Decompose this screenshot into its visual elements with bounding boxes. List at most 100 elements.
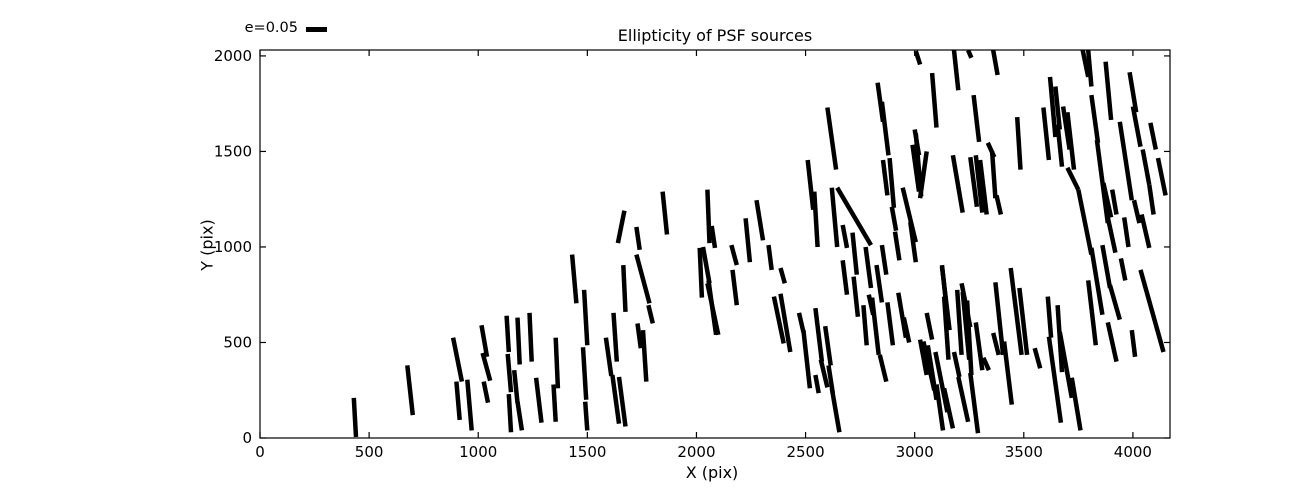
ellipticity-stick (1076, 189, 1094, 256)
ellipticity-stick (951, 351, 962, 378)
ellipticity-stick (925, 344, 939, 401)
ellipticity-stick (640, 329, 649, 382)
ellipticity-stick (966, 50, 974, 59)
ellipticity-stick (553, 337, 561, 389)
ellipticity-stick (533, 377, 544, 423)
ellipticity-stick (705, 282, 721, 336)
ellipticity-stick (818, 359, 830, 388)
ellipticity-stick (729, 244, 739, 266)
ellipticity-stick (917, 151, 929, 199)
ellipticity-stick (580, 347, 589, 400)
ellipticity-stick (954, 289, 964, 356)
ellipticity-stick (569, 254, 579, 304)
ellipticity-stick (635, 323, 644, 349)
ellipticity-stick (1140, 149, 1152, 186)
ellipticity-stick (1001, 341, 1015, 405)
ellipticity-stick (989, 151, 998, 199)
ellipticity-stick (634, 254, 652, 304)
ellipticity-stick (835, 186, 873, 247)
y-tick-label: 1500 (214, 142, 252, 160)
ellipticity-stick (515, 401, 525, 431)
ellipticity-stick (993, 282, 1006, 356)
ellipticity-stick (917, 339, 929, 376)
ellipticity-stick (778, 293, 793, 353)
ellipticity-stick (515, 317, 522, 365)
ellipticity-stick (874, 264, 885, 303)
ellipticity-stick (892, 231, 902, 261)
ellipticity-stick (880, 159, 890, 196)
ellipticity-stick (981, 356, 991, 372)
ellipticity-stick (973, 155, 985, 213)
ellipticity-stick (611, 312, 620, 362)
y-tick-label: 0 (242, 429, 252, 447)
ellipticity-stick (934, 384, 946, 431)
ellipticity-stick (480, 352, 493, 382)
ellipticity-stick (1080, 50, 1091, 78)
ellipticity-stick (1047, 76, 1058, 138)
ellipticity-stick (1060, 106, 1072, 150)
ellipticity-stick (796, 312, 806, 333)
ellipticity-stick (771, 296, 786, 344)
ellipticity-stick (1105, 321, 1119, 363)
ellipticity-stick (971, 94, 982, 143)
ellipticity-stick (990, 50, 1000, 76)
ellipticity-stick (1041, 107, 1052, 161)
ellipticity-stick (646, 304, 655, 324)
ellipticity-stick (991, 332, 1001, 356)
ellipticity-stick (465, 379, 474, 431)
ellipticity-stick (801, 329, 813, 389)
ellipticity-stick (1105, 216, 1118, 254)
chart-title: Ellipticity of PSF sources (617, 26, 813, 45)
x-tick-label: 3500 (1005, 443, 1043, 461)
ellipticity-stick (1085, 50, 1094, 87)
x-tick-label: 2500 (786, 443, 824, 461)
ellipticity-stick (1155, 157, 1168, 196)
ellipticity-stick (1032, 347, 1043, 369)
ellipticity-stick (964, 300, 974, 376)
ellipticity-stick (581, 289, 590, 346)
ellipticity-stick (851, 276, 861, 317)
ellipticity-stick (1129, 329, 1138, 358)
ellipticity-stick (929, 72, 939, 128)
legend-stick-icon (306, 27, 327, 32)
ellipticity-stick (1127, 71, 1139, 113)
ellipticity-stick (908, 221, 919, 263)
ellipticity-stick (621, 264, 628, 313)
ellipticity-stick (511, 369, 520, 403)
ellipticity-stick (863, 246, 874, 289)
ellipticity-stick (973, 322, 985, 371)
ellipticity-stick (1118, 257, 1128, 281)
ellipticity-sticks (351, 50, 1168, 438)
ellipticity-stick (812, 191, 820, 248)
legend-label: e=0.05 (244, 20, 298, 36)
ellipticity-stick (700, 246, 712, 284)
ellipticity-stick (778, 267, 787, 284)
ellipticity-stick (527, 312, 534, 362)
x-tick-label: 2000 (677, 443, 715, 461)
ellipticity-stick (968, 372, 981, 434)
ellipticity-stick (1057, 331, 1075, 399)
ellipticity-stick (705, 189, 712, 244)
ellipticity-stick (889, 206, 899, 232)
ellipticity-stick (506, 393, 514, 433)
ellipticity-stick (504, 315, 512, 353)
ellipticity-stick (603, 337, 614, 377)
ellipticity-stick (479, 324, 490, 358)
ellipticity-stick (877, 354, 889, 383)
ellipticity-stick (861, 305, 869, 346)
ellipticity-stick (709, 225, 718, 249)
ellipticity-stick (1130, 106, 1143, 148)
ellipticity-stick (1085, 280, 1099, 346)
ellipticity-stick (610, 374, 622, 425)
ellipticity-stick (829, 187, 840, 248)
ellipticity-stick (1148, 122, 1159, 150)
ellipticity-stick (813, 374, 821, 394)
ellipticity-stick (351, 397, 359, 438)
ellipticity-stick (840, 224, 850, 249)
y-tick-label: 2000 (214, 47, 252, 65)
ellipticity-stick (901, 317, 912, 343)
ellipticity-stick (754, 199, 766, 241)
ellipticity-stick (956, 376, 971, 423)
ellipticity-stick (1014, 116, 1023, 170)
